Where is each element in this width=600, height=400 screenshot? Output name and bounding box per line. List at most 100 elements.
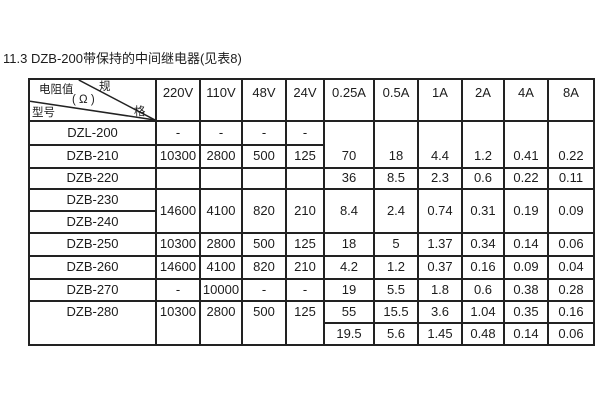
section-title: 11.3 DZB-200带保持的中间继电器(见表8) [3,51,242,66]
value-cell: 2800 [199,300,243,346]
value-cell: 2.3 [417,167,463,190]
value-cell: 1.2 [461,120,505,169]
column-header-4a: 4A [503,78,549,122]
value-cell: 2.4 [373,188,419,234]
value-cell: 500 [241,144,287,169]
value-cell: 19.5 [323,322,375,346]
value-cell: - [155,278,201,302]
value-cell: 8.4 [323,188,375,234]
model-label: 型号 [32,106,55,119]
value-cell: 14600 [155,255,201,280]
value-cell: 0.41 [503,120,549,169]
value-cell: 2800 [199,232,243,257]
value-cell: 0.06 [547,232,595,257]
value-cell: 0.16 [461,255,505,280]
diagonal-line-upper [79,81,154,119]
column-header-110v: 110V [199,78,243,122]
value-cell: 500 [241,300,287,346]
resistance-label: 电阻值 [39,84,74,96]
value-cell: 125 [285,232,325,257]
value-cell: 0.16 [547,300,595,324]
table-row: DZB-240 [28,210,594,234]
value-cell: - [241,278,287,302]
value-cell: 0.14 [503,322,549,346]
value-cell: 0.37 [417,255,463,280]
value-cell: 0.34 [461,232,505,257]
value-cell: 0.04 [547,255,595,280]
value-cell: 0.38 [503,278,549,302]
model-cell: DZB-210 [28,144,157,169]
value-cell: 500 [241,232,287,257]
column-header-05a: 0.5A [373,78,419,122]
spec-label-top: 规 [99,81,111,93]
value-cell: - [241,120,287,146]
value-cell: 5 [373,232,419,257]
value-cell: 0.19 [503,188,549,234]
value-cell [285,167,325,190]
value-cell: 0.22 [503,167,549,190]
value-cell: 18 [373,120,419,169]
value-cell: 0.74 [417,188,463,234]
diagonal-split [31,81,154,119]
value-cell: 0.48 [461,322,505,346]
model-cell: DZB-230 [28,188,157,212]
model-cell: DZB-280 [28,300,157,346]
value-cell: 1.04 [461,300,505,324]
value-cell: 10300 [155,300,201,346]
column-header-24v: 24V [285,78,325,122]
value-cell: 0.14 [503,232,549,257]
value-cell: 0.31 [461,188,505,234]
value-cell: 70 [323,120,375,169]
value-cell: 0.09 [503,255,549,280]
table-row: DZB-230 14600 4100 820 210 8.4 2.4 0.74 … [28,188,595,234]
value-cell: - [285,278,325,302]
value-cell: 125 [285,300,325,346]
table-row: DZB-210 10300 2800 500 125 [28,144,594,169]
value-cell: 0.6 [461,167,505,190]
value-cell: 0.09 [547,188,595,234]
value-cell: 18 [323,232,375,257]
model-cell: DZL-200 [28,120,157,146]
value-cell: 210 [285,188,325,234]
value-cell: 10000 [199,278,243,302]
table-row: DZL-200 - - - - 70 18 4.4 1.2 0.41 0.22 [28,120,595,169]
value-cell: 125 [285,144,325,169]
model-cell: DZB-250 [28,232,157,257]
resistance-unit-label: ( Ω ) [72,94,95,106]
relay-spec-table: 规 电阻值 ( Ω ) 格 型号 220V 110V 48V 24V 0.25A… [28,78,595,346]
table-row: DZB-250 10300 2800 500 125 18 5 1.37 0.3… [28,232,595,257]
value-cell: 1.37 [417,232,463,257]
table-row: DZB-280 10300 2800 500 125 55 15.5 3.6 1… [28,300,595,346]
value-cell: 0.28 [547,278,595,302]
value-cell: 4.4 [417,120,463,169]
value-cell: 1.2 [373,255,419,280]
diagonal-line-lower [31,100,154,119]
column-header-220v: 220V [155,78,201,122]
spec-label-bottom: 格 [134,105,146,118]
model-cell: DZB-270 [28,278,157,302]
table-row: DZB-270 - 10000 - - 19 5.5 1.8 0.6 0.38 … [28,278,595,302]
column-header-48v: 48V [241,78,287,122]
value-cell: 820 [241,188,287,234]
value-cell [155,167,201,190]
value-cell: 5.6 [373,322,419,346]
value-cell: 4100 [199,188,243,234]
value-cell: 1.45 [417,322,463,346]
table-row: DZB-260 14600 4100 820 210 4.2 1.2 0.37 … [28,255,595,280]
value-cell: 10300 [155,144,201,169]
corner-cell: 规 电阻值 ( Ω ) 格 型号 [28,78,157,122]
value-cell: 0.6 [461,278,505,302]
value-cell: 4.2 [323,255,375,280]
value-cell: 19 [323,278,375,302]
value-cell [199,167,243,190]
value-cell [241,167,287,190]
model-cell: DZB-220 [28,167,157,190]
value-cell: 14600 [155,188,201,234]
value-cell: - [285,120,325,146]
value-cell: 10300 [155,232,201,257]
value-cell: 820 [241,255,287,280]
value-cell: 1.8 [417,278,463,302]
model-cell: DZB-260 [28,255,157,280]
value-cell: 8.5 [373,167,419,190]
